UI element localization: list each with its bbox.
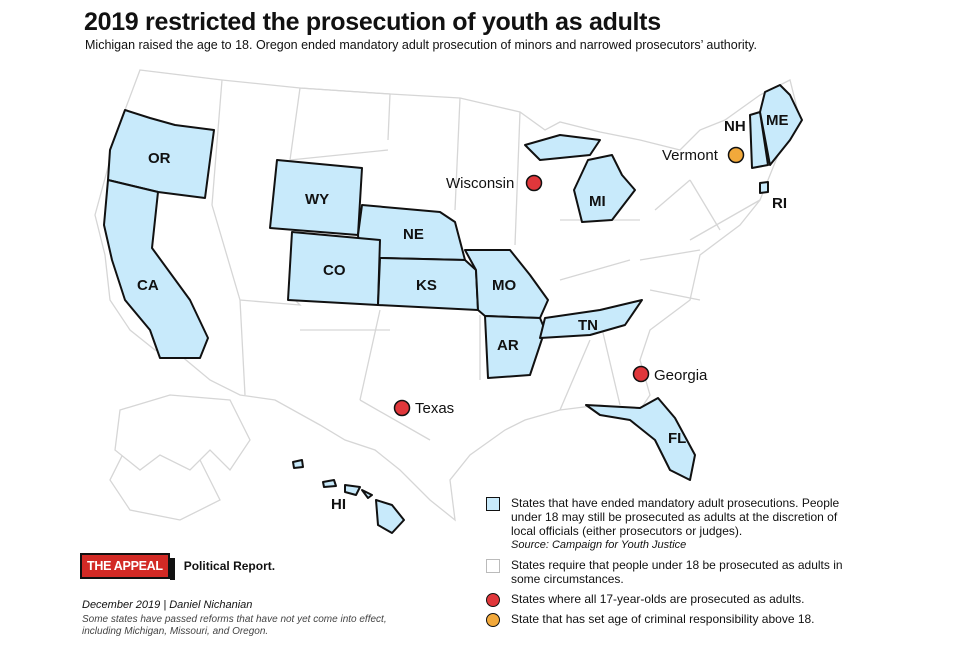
marker-texas [393, 399, 411, 417]
legend-swatch-orange [486, 613, 500, 627]
map-legend: States that have ended mandatory adult p… [484, 496, 844, 630]
map-title: 2019 restricted the prosecution of youth… [84, 8, 661, 36]
label-texas: Texas [415, 400, 454, 417]
state-or [107, 109, 215, 199]
state-mi [573, 154, 636, 223]
label-me: ME [766, 112, 789, 129]
legend-swatch-red [486, 593, 500, 607]
the-appeal-logo: THE APPEAL Political Report. [80, 553, 276, 580]
logo-text: Political Report. [183, 559, 276, 573]
label-wy: WY [305, 191, 329, 208]
label-co: CO [323, 262, 346, 279]
state-mi-upper [524, 134, 601, 161]
state-fl [585, 397, 696, 481]
label-ca: CA [137, 277, 159, 294]
marker-wisconsin [525, 174, 543, 192]
label-mi: MI [589, 193, 606, 210]
label-georgia: Georgia [654, 367, 708, 384]
state-tn [539, 299, 643, 339]
legend-source: Source: Campaign for Youth Justice [511, 539, 687, 551]
legend-text-white: States require that people under 18 be p… [511, 558, 843, 586]
legend-item-ended: States that have ended mandatory adult p… [484, 496, 844, 552]
state-ar [484, 315, 546, 379]
map-subtitle: Michigan raised the age to 18. Oregon en… [85, 38, 757, 52]
legend-swatch-blue [486, 497, 500, 511]
state-nh [749, 111, 769, 169]
label-ks: KS [416, 277, 437, 294]
label-ri: RI [772, 195, 787, 212]
marker-vermont [727, 146, 745, 164]
label-wisconsin: Wisconsin [446, 175, 514, 192]
legend-text-orange: State that has set age of criminal respo… [511, 612, 815, 626]
state-ri [759, 181, 769, 194]
label-ne: NE [403, 226, 424, 243]
footnote: Some states have passed reforms that hav… [82, 614, 387, 637]
legend-item-above18: State that has set age of criminal respo… [484, 612, 844, 627]
label-fl: FL [668, 430, 686, 447]
state-hi [292, 459, 405, 534]
legend-swatch-white [486, 559, 500, 573]
legend-item-17: States where all 17-year-olds are prosec… [484, 592, 844, 607]
ended-mandatory-states [103, 84, 803, 534]
label-nh: NH [724, 118, 746, 135]
logo-mark: THE APPEAL [80, 553, 175, 580]
legend-text-red: States where all 17-year-olds are prosec… [511, 592, 805, 606]
legend-text-blue: States that have ended mandatory adult p… [511, 496, 840, 538]
label-ar: AR [497, 337, 519, 354]
label-hi: HI [331, 496, 346, 513]
label-tn: TN [578, 317, 598, 334]
credit-line: December 2019 | Daniel Nichanian [82, 599, 253, 611]
label-or: OR [148, 150, 171, 167]
state-ca [103, 179, 209, 359]
marker-georgia [632, 365, 650, 383]
label-mo: MO [492, 277, 516, 294]
state-me [759, 84, 803, 166]
label-vermont: Vermont [662, 147, 719, 164]
legend-item-other: States require that people under 18 be p… [484, 558, 844, 586]
